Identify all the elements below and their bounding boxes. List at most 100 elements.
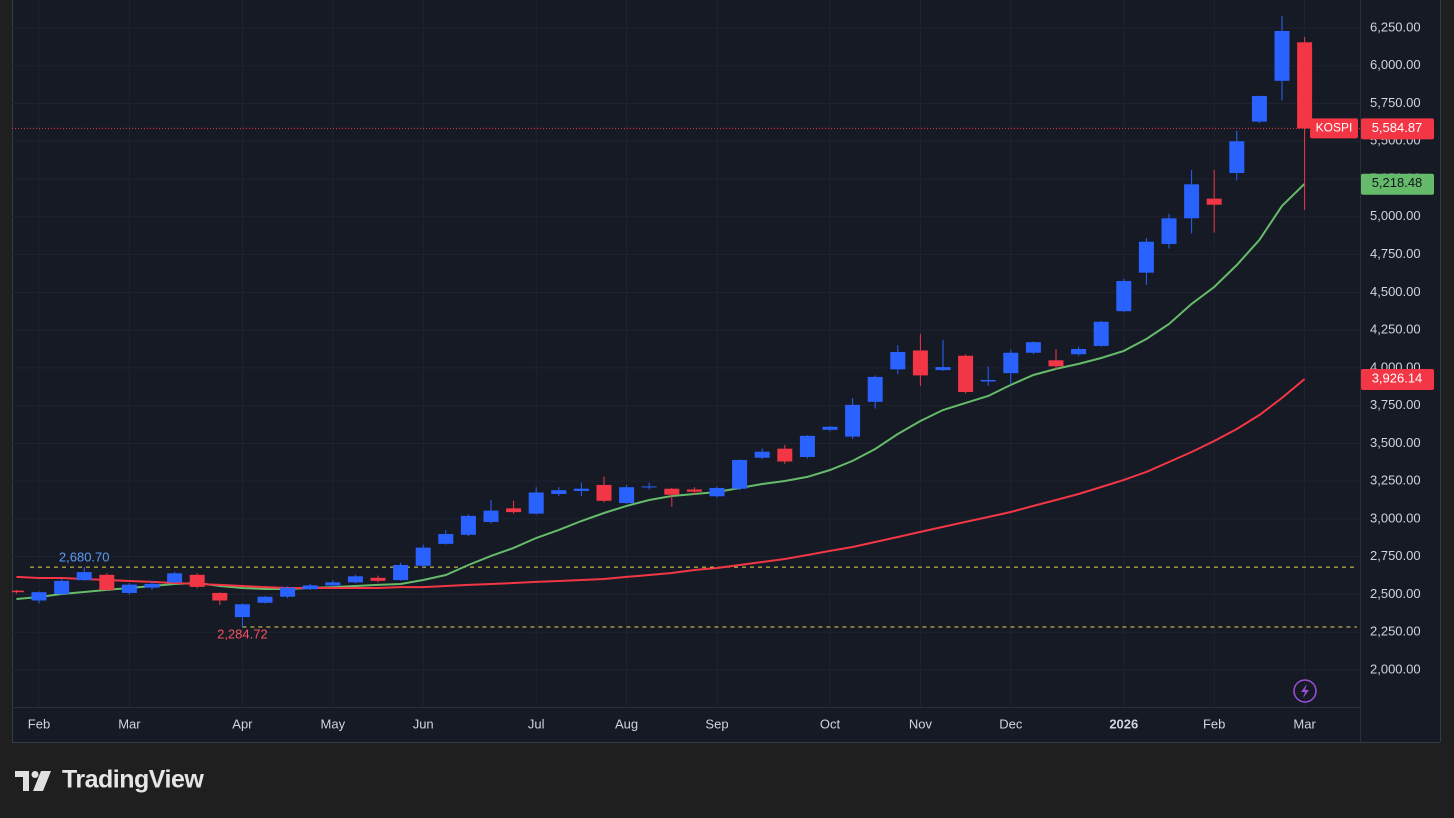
candle-body bbox=[754, 451, 770, 458]
symbol-tag bbox=[1310, 118, 1358, 139]
y-tick-label: 2,250.00 bbox=[1370, 624, 1421, 639]
x-tick-label: Apr bbox=[232, 716, 253, 731]
candle-body bbox=[506, 508, 522, 513]
candle-body bbox=[619, 487, 635, 504]
candle-body bbox=[799, 435, 815, 457]
candle-body bbox=[573, 488, 589, 491]
y-tick-label: 4,250.00 bbox=[1370, 322, 1421, 337]
candle-body bbox=[1048, 360, 1064, 367]
y-tick-label: 3,250.00 bbox=[1370, 473, 1421, 488]
candle-body bbox=[1071, 348, 1087, 355]
candle-body bbox=[777, 448, 793, 462]
candle-body bbox=[732, 460, 748, 489]
candle-body bbox=[822, 426, 838, 430]
candle-body bbox=[1161, 218, 1177, 244]
candle-body bbox=[935, 367, 951, 371]
x-tick-label: Mar bbox=[1293, 716, 1316, 731]
x-tick-label: May bbox=[321, 716, 346, 731]
candle-body bbox=[415, 547, 431, 566]
y-tick-label: 4,500.00 bbox=[1370, 284, 1421, 299]
y-tick-label: 4,750.00 bbox=[1370, 246, 1421, 261]
y-tick-label: 5,750.00 bbox=[1370, 95, 1421, 110]
candle-body bbox=[234, 604, 250, 618]
x-tick-label: Mar bbox=[118, 716, 141, 731]
x-tick-label: Feb bbox=[1203, 716, 1225, 731]
candle-body bbox=[867, 376, 883, 402]
grid bbox=[12, 0, 1360, 707]
candle-body bbox=[890, 351, 906, 370]
chart-panel bbox=[12, 0, 1440, 742]
brand-name[interactable]: TradingView bbox=[62, 766, 205, 794]
candle-body bbox=[709, 487, 725, 497]
candle-body bbox=[99, 574, 115, 590]
x-tick-label: Jul bbox=[528, 716, 545, 731]
candle-body bbox=[686, 489, 702, 492]
candle-body bbox=[1003, 352, 1019, 374]
candle-body bbox=[76, 572, 92, 581]
candle-body bbox=[641, 486, 657, 488]
candle-body bbox=[302, 585, 318, 590]
y-tick-label: 2,500.00 bbox=[1370, 586, 1421, 601]
candle-body bbox=[212, 592, 228, 601]
candle-body bbox=[1251, 95, 1267, 122]
flash-icon[interactable] bbox=[1293, 679, 1317, 703]
candle-body bbox=[12, 590, 24, 593]
candle-body bbox=[980, 379, 996, 382]
candle-body bbox=[483, 510, 499, 522]
candle-body bbox=[1206, 198, 1222, 205]
moving-average-line bbox=[16, 378, 1306, 589]
candle-body bbox=[257, 596, 273, 603]
y-tick-label: 3,750.00 bbox=[1370, 397, 1421, 412]
x-tick-label: Aug bbox=[615, 716, 638, 731]
candle-body bbox=[393, 564, 409, 581]
candle-body bbox=[144, 583, 160, 588]
candle-body bbox=[280, 587, 296, 597]
candle-body bbox=[54, 580, 70, 595]
plot-area bbox=[12, 15, 1360, 628]
candle-body bbox=[347, 576, 363, 583]
candle-body bbox=[1184, 184, 1200, 219]
brand-logo[interactable]: TradingView bbox=[15, 766, 205, 794]
candle-body bbox=[528, 492, 544, 514]
x-tick-label: Oct bbox=[820, 716, 841, 731]
candle-body bbox=[460, 515, 476, 535]
candle-body bbox=[1093, 321, 1109, 346]
candle-body bbox=[438, 534, 454, 544]
level-label: 2,284.72 bbox=[217, 626, 268, 641]
price-tag bbox=[1361, 369, 1434, 391]
price-tag-label: 5,218.48 bbox=[1372, 175, 1423, 190]
x-tick-label: Jun bbox=[413, 716, 434, 731]
y-tick-label: 6,000.00 bbox=[1370, 57, 1421, 72]
x-tick-label: Sep bbox=[705, 716, 728, 731]
y-tick-label: 3,500.00 bbox=[1370, 435, 1421, 450]
x-tick-label: Feb bbox=[28, 716, 50, 731]
candle-body bbox=[1297, 42, 1313, 129]
candle-body bbox=[1229, 141, 1245, 173]
axes: 2,000.00 2,250.00 2,500.00 2,750.00 3,000.00… bbox=[28, 19, 1434, 731]
candle-body bbox=[1138, 241, 1154, 273]
price-tag bbox=[1361, 118, 1434, 140]
candle-body bbox=[325, 582, 341, 586]
moving-average-line bbox=[16, 183, 1306, 600]
x-tick-label: 2026 bbox=[1109, 716, 1138, 731]
y-tick-label: 2,000.00 bbox=[1370, 661, 1421, 676]
candle-body bbox=[845, 404, 861, 437]
candle-body bbox=[370, 577, 386, 581]
y-tick-label: 2,750.00 bbox=[1370, 548, 1421, 563]
price-tag-label: 5,584.87 bbox=[1372, 120, 1423, 135]
candle-body bbox=[912, 350, 928, 376]
candle-body bbox=[1116, 280, 1132, 312]
candle-body bbox=[1274, 30, 1290, 81]
price-tag-label: 3,926.14 bbox=[1372, 370, 1423, 385]
candle-body bbox=[664, 488, 680, 495]
candle-body bbox=[596, 484, 612, 501]
candle-body bbox=[167, 573, 183, 583]
candle-body bbox=[958, 355, 974, 393]
level-label: 2,680.70 bbox=[59, 550, 110, 565]
candle-body bbox=[31, 592, 47, 601]
candle-body bbox=[121, 584, 137, 593]
symbol-tag-label: KOSPI bbox=[1316, 121, 1353, 135]
x-tick-label: Dec bbox=[999, 716, 1023, 731]
